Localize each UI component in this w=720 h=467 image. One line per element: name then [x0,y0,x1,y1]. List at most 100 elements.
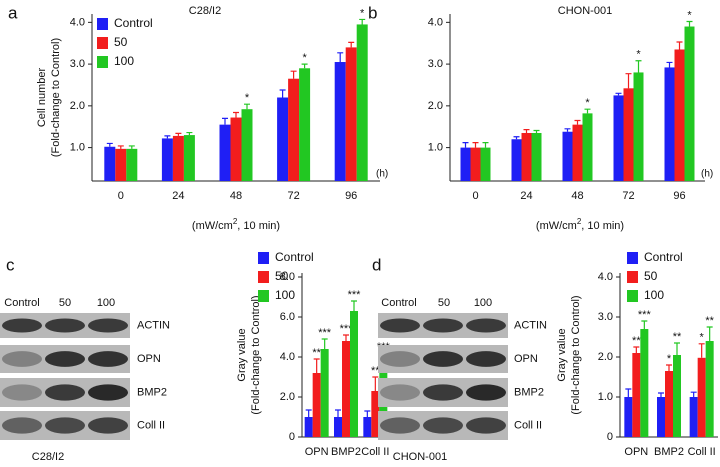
bar [613,95,624,181]
y-tick-label: 1.0 [428,142,443,154]
y-axis-label: (Fold-change to Control) [570,295,582,414]
error-bar [472,141,479,148]
bar [241,109,253,181]
x-tick-label: 0 [472,190,478,202]
row-label: Coll II [514,419,542,431]
bar [665,371,673,437]
bar [674,49,685,181]
error-bar [574,119,581,125]
error-bar [313,358,320,373]
significance-label: * [245,92,250,104]
x-label-part: , 10 min) [237,220,280,232]
bar [334,417,342,437]
bar [172,135,184,181]
significance-label: *** [340,323,354,335]
error-bar [233,111,239,118]
bar [345,47,357,182]
legend-swatch [258,252,269,264]
error-bar [706,326,713,341]
bar [371,391,380,437]
error-bar [698,343,705,358]
significance-label: *** [348,289,362,301]
row-label: ACTIN [514,319,547,331]
significance-label: *** [638,309,652,321]
bar [304,417,313,437]
lane-label: 100 [474,297,492,309]
x-label-sup: 2 [233,217,238,226]
x-tick-label: 48 [571,190,583,202]
bar [657,397,665,437]
panel-label: c [6,255,15,274]
bar [334,62,346,182]
x-label-part: , 10 min) [581,220,624,232]
bar [689,397,698,437]
y-axis-label: (Fold-change to Control) [250,295,262,414]
bar [356,24,368,181]
bar [531,132,542,181]
x-unit-label: (h) [701,169,713,180]
bar [115,148,127,181]
error-bar [462,141,469,148]
error-bar [564,128,571,132]
error-bar [106,142,113,147]
blot-band [380,417,420,434]
bar [511,139,522,181]
y-tick-label: 2.0 [280,391,295,403]
blot-band [2,384,42,401]
row-label: BMP2 [137,386,167,398]
error-bar [666,61,673,68]
error-bar [364,410,371,417]
bar [684,26,695,182]
blot-band [45,384,85,401]
blot-band [2,318,42,333]
row-label: OPN [514,353,538,365]
error-bar [359,18,366,25]
bar [640,329,649,437]
legend-label: 50 [275,269,289,283]
legend-swatch [627,290,638,302]
bar [277,97,289,181]
legend-label: 50 [644,269,658,283]
error-bar [244,103,250,110]
legend-label: 100 [275,288,295,302]
blot-band [423,384,463,401]
chart-title: CHON-001 [558,5,612,17]
significance-label: * [302,52,307,64]
x-axis-label: (mW/cm2, 10 min) [536,217,624,232]
x-tick-label: 24 [520,190,532,202]
legend-swatch [627,271,638,283]
significance-label: * [636,49,641,61]
blot-band [423,351,463,367]
error-bar [641,320,648,329]
x-tick-label: 48 [230,190,242,202]
error-bar [175,132,182,136]
bar [562,131,573,181]
significance-label: ** [673,331,682,343]
lane-label: 50 [59,297,71,309]
error-bar [674,342,680,355]
bar [624,397,633,437]
legend-label: Control [644,250,683,264]
error-bar [164,135,171,139]
bar [480,147,491,181]
bar [161,138,173,181]
bar [342,341,350,437]
error-bar [658,392,664,397]
significance-label: * [585,97,590,109]
blot-band [88,417,128,434]
significance-label: ** [705,315,714,327]
blot-caption: CHON-001 [393,451,447,463]
row-label: BMP2 [514,386,544,398]
lane-label: Control [4,297,39,309]
error-bar [584,108,591,114]
blot-band [423,417,463,434]
x-tick-label: Coll II [688,446,716,458]
bar [632,353,641,437]
legend-swatch [258,290,269,302]
x-tick-label: 72 [287,190,299,202]
y-axis-label: (Fold-change to Control) [50,38,62,157]
significance-label: * [700,332,705,344]
bar [219,124,231,181]
blot-band [466,384,506,401]
legend-label: 50 [114,35,128,49]
